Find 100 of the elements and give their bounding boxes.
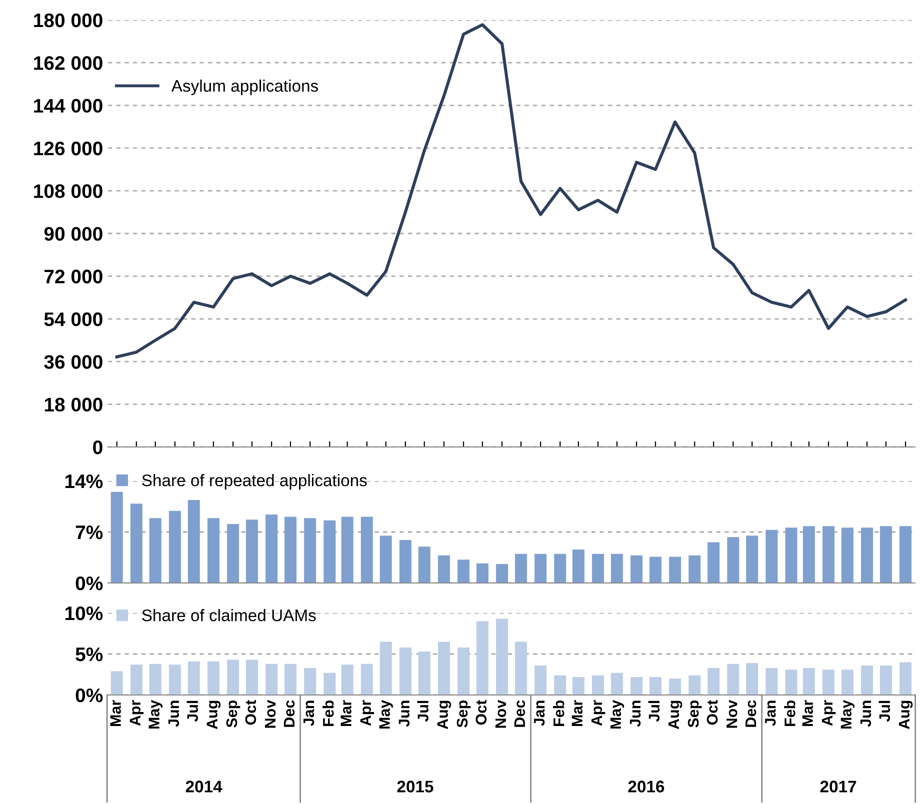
legend-label: Share of repeated applications [142, 474, 367, 490]
bar [822, 526, 834, 583]
x-tick-label: Sep [226, 700, 240, 728]
bar [266, 664, 278, 695]
bar [900, 526, 912, 583]
bar [785, 670, 798, 695]
x-tick-label: Apr [822, 700, 836, 726]
text: 2016 [628, 780, 664, 792]
bar [708, 668, 720, 695]
legend-label: Asylum applications [171, 80, 318, 96]
bar [554, 675, 566, 695]
bar [841, 670, 854, 695]
bar [880, 665, 892, 695]
x-tick-label: Dec [284, 700, 295, 727]
x-tick-label: Feb [322, 700, 334, 726]
bar [324, 520, 336, 583]
bar [476, 621, 488, 695]
x-tick-label: Jul [648, 700, 660, 722]
bar [630, 676, 643, 695]
y-tick-label: 7% [76, 526, 103, 540]
x-tick-label: Nov [726, 700, 738, 728]
bar [630, 555, 643, 583]
bar [360, 516, 373, 583]
bar [785, 528, 798, 583]
x-tick-label: Jul [417, 700, 428, 722]
x-tick-label: Sep [688, 700, 702, 728]
y-tick-label: 144 000 [34, 98, 102, 113]
bar [861, 528, 874, 583]
x-tick-label: Jun [398, 700, 410, 727]
bar [341, 516, 354, 583]
x-tick-label: Feb [553, 700, 564, 726]
x-tick-label: Apr [130, 700, 144, 726]
bar [880, 526, 892, 583]
bar [341, 664, 354, 695]
bar [610, 672, 623, 695]
y-tick-label: 180 000 [34, 13, 102, 28]
y-tick-label: 14% [65, 474, 103, 488]
y-tick-label: 72 000 [44, 270, 102, 284]
text: 2015 [397, 780, 434, 792]
bar [649, 556, 662, 583]
bar [207, 661, 220, 695]
bar [130, 664, 142, 695]
bar [418, 546, 430, 583]
bar [266, 514, 278, 583]
y-tick-label: 90 000 [44, 226, 102, 241]
x-tick-label: Dec [514, 700, 526, 727]
bar [727, 664, 740, 695]
bar [610, 554, 623, 583]
bar [246, 520, 258, 583]
bar [304, 668, 316, 695]
x-tick-label: Jun [168, 700, 180, 727]
y-tick-label: 0 [93, 440, 102, 454]
bar [688, 675, 701, 695]
bar [746, 663, 758, 695]
bar [130, 504, 142, 583]
y-tick-label: 0% [76, 576, 103, 590]
bar [746, 536, 758, 583]
text: 2017 [820, 780, 856, 792]
bar [766, 530, 778, 583]
bar [458, 647, 470, 695]
y-tick-label: 162 000 [34, 56, 102, 70]
x-tick-label: Aug [437, 700, 452, 730]
y-tick-label: 36 000 [44, 355, 102, 369]
bar [110, 671, 123, 695]
x-tick-label: Aug [206, 700, 221, 730]
x-tick-label: Jul [186, 700, 198, 722]
bar [168, 510, 181, 583]
x-tick-label: Feb [784, 700, 796, 726]
bar [514, 642, 527, 695]
bar [592, 554, 604, 583]
bar [708, 542, 720, 583]
x-tick-label: Oct [245, 700, 256, 725]
y-tick-label: 126 000 [34, 142, 102, 156]
bar [399, 647, 412, 695]
x-tick-label: May [148, 700, 162, 729]
x-tick-label: Jul [878, 700, 890, 722]
bar [149, 518, 162, 583]
line-series [115, 23, 908, 358]
bar [514, 554, 527, 583]
bar [900, 662, 912, 695]
x-tick-label: Jan [534, 700, 545, 726]
bar [188, 661, 200, 695]
x-tick-label: Apr [591, 700, 606, 726]
bar [438, 642, 450, 695]
bar [802, 526, 815, 583]
x-tick-label: Aug [668, 700, 682, 730]
bar [822, 670, 834, 695]
bar [188, 500, 200, 583]
legend-label: Share of claimed UAMs [142, 609, 316, 622]
bar [841, 528, 854, 583]
bar [592, 675, 604, 695]
bar [861, 665, 874, 695]
bar [649, 676, 662, 695]
x-tick-label: Oct [706, 700, 718, 725]
bar [496, 618, 508, 695]
bar [227, 524, 240, 583]
x-tick-label: Mar [572, 700, 583, 726]
x-tick-label: Jan [304, 700, 314, 726]
x-tick-label: Mar [340, 700, 352, 726]
bar [554, 554, 566, 583]
